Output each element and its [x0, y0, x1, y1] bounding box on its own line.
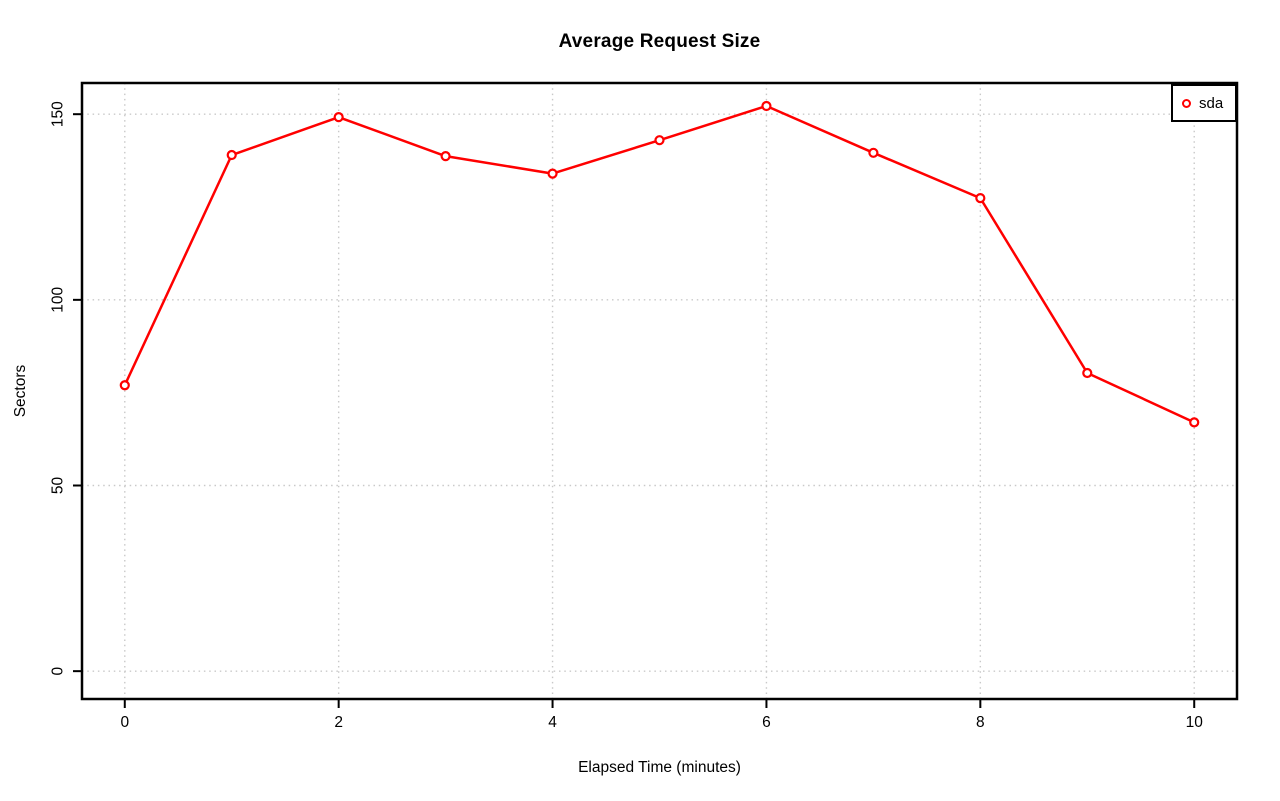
data-point-marker	[1082, 367, 1093, 379]
x-tick-label: 4	[548, 714, 557, 731]
x-tick-label: 0	[120, 714, 129, 731]
data-point-marker	[440, 151, 451, 162]
legend-marker-icon	[1182, 98, 1191, 108]
data-point-marker	[975, 193, 986, 204]
x-tick-label: 6	[762, 714, 771, 731]
x-axis-label: Elapsed Time (minutes)	[578, 759, 741, 776]
data-point-marker	[119, 380, 130, 391]
legend: sda	[1171, 84, 1237, 122]
data-point-marker	[226, 149, 237, 161]
y-tick-label: 150	[50, 101, 67, 127]
legend-label: sda	[1199, 94, 1224, 112]
data-point-marker	[1189, 417, 1200, 428]
data-point-marker	[868, 147, 879, 158]
y-axis-label: Sectors	[12, 364, 29, 418]
y-tick-label: 0	[50, 666, 67, 675]
x-tick-label: 10	[1186, 714, 1204, 731]
x-tick-label: 8	[976, 714, 985, 731]
plot-border	[80, 81, 1239, 701]
series-line-sda	[123, 104, 1196, 424]
y-tick-label: 50	[50, 477, 67, 495]
data-point-marker	[761, 100, 772, 112]
y-tick-label: 100	[50, 287, 67, 313]
data-point-marker	[654, 135, 665, 146]
chart-title: Average Request Size	[558, 31, 761, 52]
x-tick-label: 2	[334, 714, 343, 731]
data-point-marker	[547, 168, 558, 179]
data-point-marker	[333, 112, 344, 123]
